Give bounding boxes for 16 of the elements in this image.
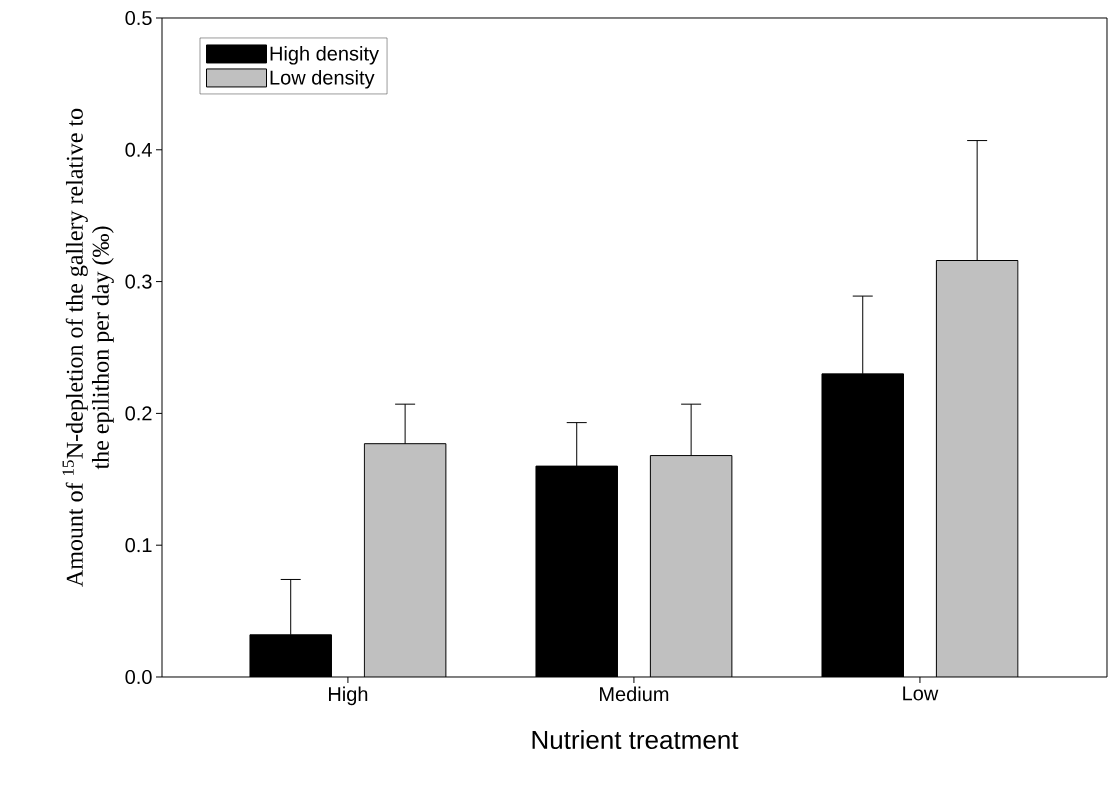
y-tick-label: 0.5	[125, 10, 152, 26]
y-tick-label: 0.3	[125, 274, 152, 289]
legend-label: High density	[270, 45, 379, 65]
x-tick-label: Low	[903, 686, 939, 701]
y-tick-label: 0.0	[125, 669, 152, 685]
x-axis-title: Nutrient treatment	[532, 730, 739, 750]
y-tick-label: 0.2	[125, 406, 152, 421]
x-tick-label: High	[329, 686, 368, 706]
bar	[649, 455, 733, 677]
x-tick-label: Medium	[600, 686, 669, 702]
legend-label: Low density	[270, 69, 375, 89]
y-tick-label: 0.1	[125, 538, 152, 553]
y-tick-label: 0.4	[125, 142, 152, 157]
y-axis-title: Amount of $^{15}$N-depletion of the gallery relative to the epilithon per day (‰)	[62, 108, 114, 587]
bar	[935, 260, 1019, 677]
bar	[363, 443, 447, 677]
